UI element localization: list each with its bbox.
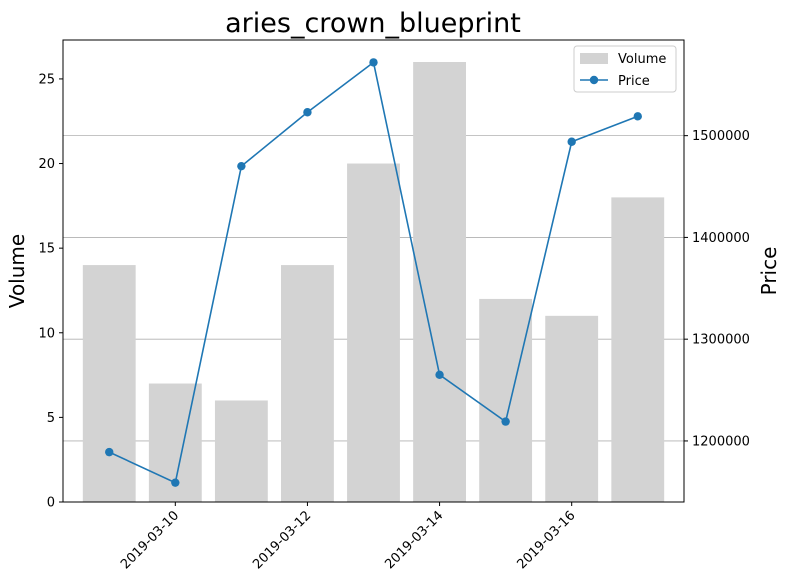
bar [82,265,136,502]
x-tick-label: 2019-03-12 [250,508,314,572]
x-tick-label: 2019-03-10 [118,508,182,572]
bar [413,62,466,502]
price-line [105,58,642,487]
price-point [501,417,510,426]
y2-tick-label: 1500000 [692,129,750,144]
legend-swatch-volume [580,53,608,64]
bar [214,400,268,502]
price-point [567,137,576,146]
legend-label-volume: Volume [618,52,666,67]
price-point [435,370,444,379]
y-axis-label: Volume [5,234,29,308]
legend-marker-price [589,75,599,85]
price-point [303,108,312,117]
price-point [171,478,180,487]
x-tick-label: 2019-03-16 [514,508,578,572]
bar [479,298,533,502]
y-tick-label: 10 [38,326,55,341]
bar [545,315,599,502]
y-tick-label: 20 [38,157,55,172]
y-tick-label: 25 [38,72,55,87]
y2-tick-label: 1400000 [692,231,750,246]
y2-axis-label: Price [757,247,781,296]
legend: Volume Price [573,45,677,93]
chart-title: aries_crown_blueprint [225,8,521,39]
bar [281,265,334,502]
price-point [633,112,642,121]
y2-tick-label: 1300000 [692,333,750,348]
plot-frame [62,39,685,503]
price-point [105,447,114,457]
bar [611,197,665,502]
y-tick-label: 15 [38,242,55,257]
price-point [237,161,246,171]
price-point [369,58,378,67]
legend-label-price: Price [618,74,650,89]
volume-bars [82,62,665,503]
y-tick-label: 5 [47,411,55,426]
y-tick-label: 0 [47,496,55,511]
y2-tick-label: 1200000 [692,434,750,449]
x-tick-label: 2019-03-14 [382,508,446,572]
bar [347,163,400,503]
